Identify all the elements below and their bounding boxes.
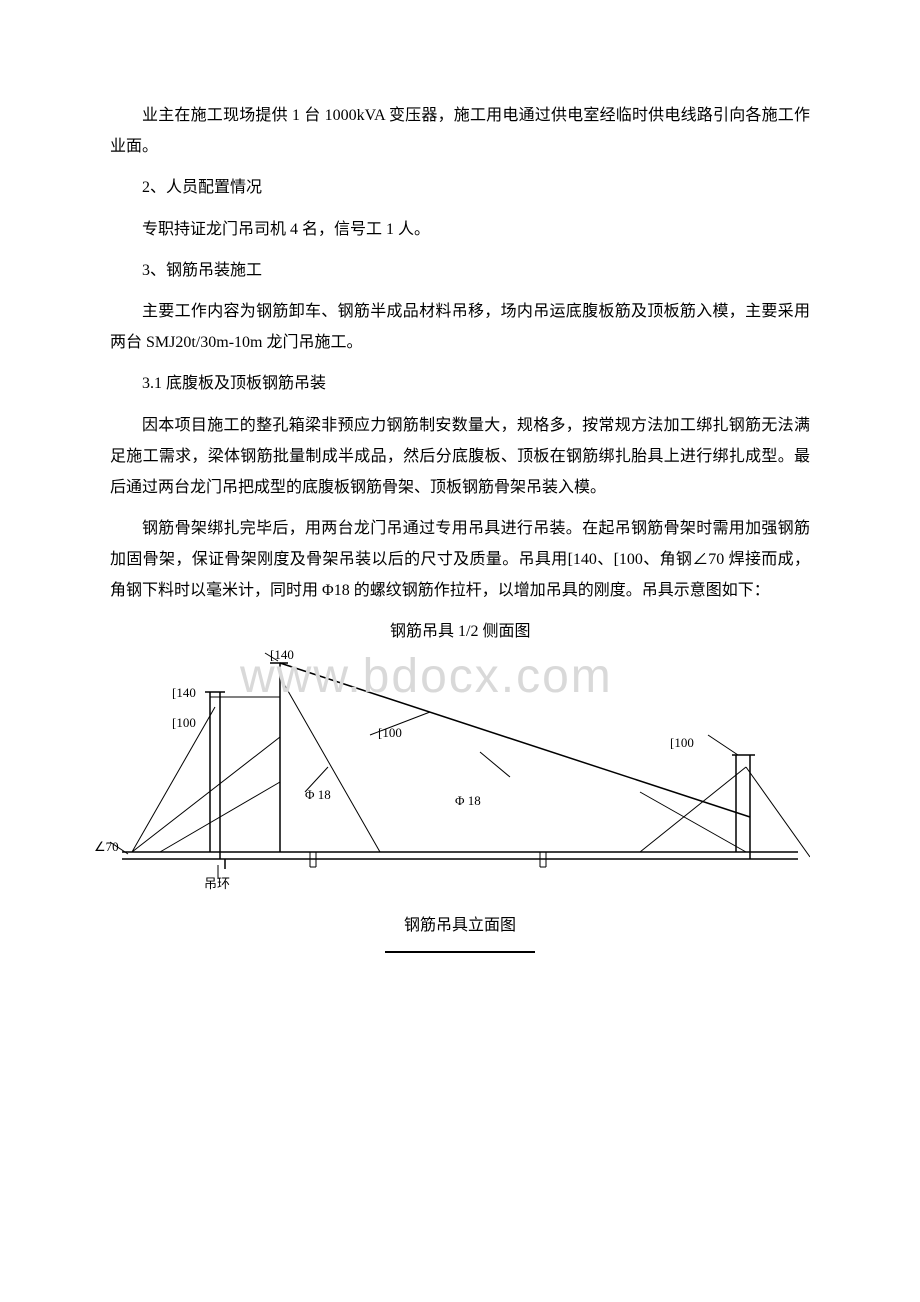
paragraph-8: 钢筋骨架绑扎完毕后，用两台龙门吊通过专用吊具进行吊装。在起吊钢筋骨架时需用加强钢… [110,513,810,607]
paragraph-3: 专职持证龙门吊司机 4 名，信号工 1 人。 [110,214,810,245]
label-ch140-mid: [140 [270,647,294,663]
diagram-title: 钢筋吊具 1/2 侧面图 [390,617,530,641]
diagram-svg [110,617,810,897]
paragraph-1: 业主在施工现场提供 1 台 1000kVA 变压器，施工用电通过供电室经临时供电… [110,100,810,162]
paragraph-4: 3、钢筋吊装施工 [110,255,810,286]
label-ch100-right: [100 [670,735,694,751]
label-phi18-b: Φ 18 [455,793,481,809]
paragraph-5: 主要工作内容为钢筋卸车、钢筋半成品材料吊移，场内吊运底腹板筋及顶板筋入模，主要采… [110,296,810,358]
paragraph-6: 3.1 底腹板及顶板钢筋吊装 [110,368,810,399]
label-ch100-left: [100 [172,715,196,731]
label-angle70: ∠70 [94,839,119,855]
paragraph-7: 因本项目施工的整孔箱梁非预应力钢筋制安数量大，规格多，按常规方法加工绑扎钢筋无法… [110,410,810,504]
label-ring: 吊环 [204,873,230,892]
label-ch100-mid: [100 [378,725,402,741]
diagram-container: www.bdocx.com 钢筋吊具 1/2 侧面图 [110,617,810,953]
paragraph-2: 2、人员配置情况 [110,172,810,203]
diagram-subtitle: 钢筋吊具立面图 [110,911,810,935]
label-phi18-a: Φ 18 [305,787,331,803]
label-ch140-left: [140 [172,685,196,701]
diagram-rule [385,951,535,953]
